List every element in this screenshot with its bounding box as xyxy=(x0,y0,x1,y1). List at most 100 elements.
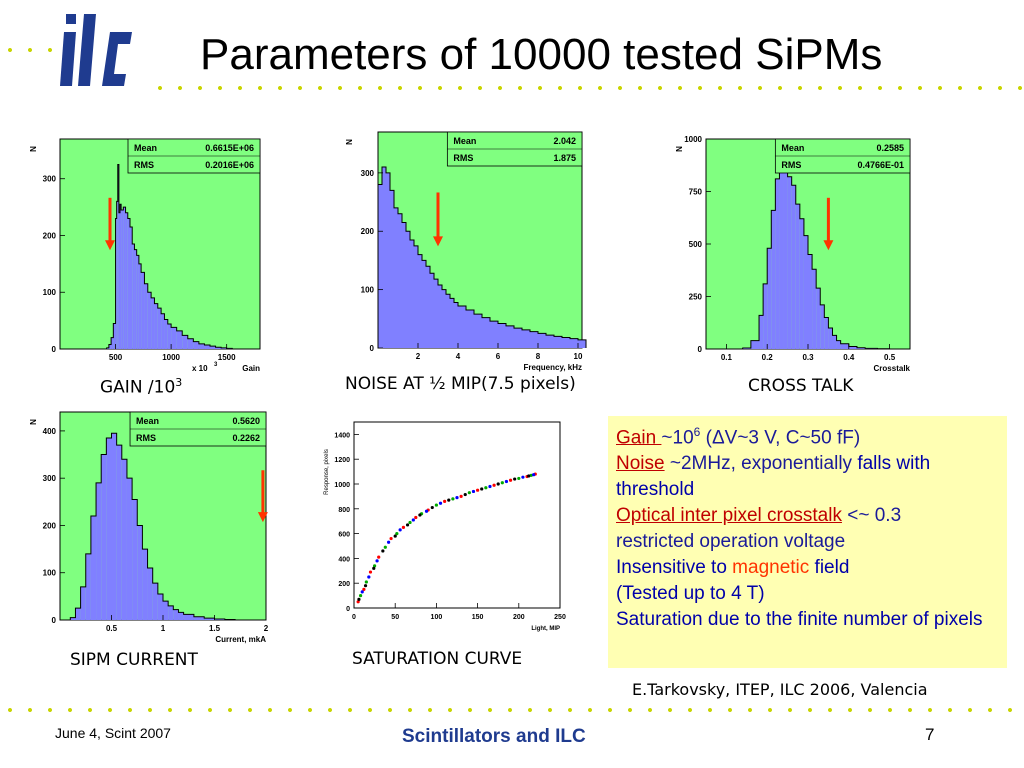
stats-value: 0.5620 xyxy=(232,416,260,426)
scatter-point xyxy=(408,520,412,525)
scatter-point xyxy=(381,549,385,553)
histogram-bin xyxy=(570,338,578,348)
histogram-bin xyxy=(116,201,118,349)
bottom-dots xyxy=(0,708,1024,712)
slide-title: Parameters of 10000 tested SiPMs xyxy=(200,30,883,79)
scatter-point xyxy=(430,505,434,510)
y-axis-label: N xyxy=(345,139,354,145)
histogram-bin xyxy=(108,344,112,349)
histogram-bin xyxy=(127,218,130,349)
histogram-bin xyxy=(438,284,442,348)
y-tick-label: 800 xyxy=(338,507,350,514)
y-tick-label: 600 xyxy=(338,532,350,539)
y-axis-label: N xyxy=(29,419,38,425)
histogram-bin xyxy=(161,313,165,349)
histogram-bin xyxy=(506,325,514,348)
top-dots-right xyxy=(150,86,1024,90)
histogram-outline xyxy=(742,163,891,350)
x-axis-label: Light, MIP xyxy=(531,626,560,632)
histogram-bin xyxy=(816,288,821,349)
histogram-bin xyxy=(514,328,522,348)
y-tick-label: 300 xyxy=(43,474,57,483)
scatter-point xyxy=(387,540,391,544)
x-tick-label: 8 xyxy=(536,352,541,361)
saturation-line: Saturation due to the finite number of p… xyxy=(616,609,983,631)
scatter-point xyxy=(438,501,443,505)
x-tick-label: 250 xyxy=(554,614,566,621)
y-tick-label: 200 xyxy=(43,521,57,530)
y-tick-label: 200 xyxy=(361,227,375,236)
histogram-bin xyxy=(80,586,86,620)
histogram-bin xyxy=(111,337,114,349)
histogram-bin xyxy=(808,254,813,349)
y-tick-label: 0 xyxy=(370,344,375,353)
scatter-point xyxy=(368,570,373,574)
histogram-bin xyxy=(106,438,112,620)
histogram-bin xyxy=(173,609,179,620)
stats-label: RMS xyxy=(781,160,801,170)
histogram-bin xyxy=(840,343,849,349)
histogram-bin xyxy=(176,330,183,349)
scatter-point xyxy=(521,475,525,479)
histogram-bin xyxy=(132,244,135,349)
histogram-bin xyxy=(151,297,155,349)
histogram-bin xyxy=(828,328,833,349)
histogram-bin xyxy=(454,302,458,348)
scatter-point xyxy=(455,496,459,500)
histogram-bin xyxy=(750,340,760,349)
tested-line: (Tested up to 4 T) xyxy=(616,583,765,605)
scatter-point xyxy=(451,497,455,501)
histogram-bin xyxy=(482,317,490,348)
x-tick-label: 1000 xyxy=(162,353,180,362)
stats-value: 1.875 xyxy=(553,153,576,163)
histogram-bin xyxy=(779,164,784,349)
histogram-bin xyxy=(198,343,205,349)
summary-text-box: Gain ~106 (ΔV~3 V, C~50 fF) Noise ~2MHz,… xyxy=(608,416,1007,668)
histogram-bin xyxy=(406,231,410,348)
x-tick-label: 2 xyxy=(416,352,421,361)
top-dots-left xyxy=(0,48,60,52)
scatter-point xyxy=(367,575,371,579)
histogram-bin xyxy=(742,347,751,349)
scatter-point xyxy=(360,590,364,594)
scatter-point xyxy=(414,515,418,520)
arrow-head xyxy=(257,512,268,523)
histogram-bin xyxy=(130,226,133,349)
scatter-point xyxy=(424,509,429,513)
histogram-bin xyxy=(771,210,776,349)
histogram-bin xyxy=(157,594,163,620)
histogram-bin xyxy=(458,305,466,348)
crosstalk-histogram: Mean 0.2585 RMS 0.4766E-01 0.1 0.2 0.3 0.4 0.5 0 2… xyxy=(672,133,922,373)
histogram-outline xyxy=(106,164,233,349)
gain-caption: GAIN /103 xyxy=(100,376,183,398)
histogram-bin xyxy=(763,283,768,349)
insensitive-line: Insensitive to magnetic field xyxy=(616,557,850,579)
scatter-point xyxy=(443,499,447,503)
y-tick-label: 0 xyxy=(52,345,57,354)
scatter-point xyxy=(383,545,387,549)
histogram-bin xyxy=(787,176,792,349)
scatter-point xyxy=(418,513,422,517)
histogram-bin xyxy=(164,319,168,349)
x-axis-label: Current, mkA xyxy=(215,635,266,644)
histogram-bin xyxy=(147,568,153,620)
scatter-point xyxy=(357,597,361,601)
histogram-bin xyxy=(820,304,825,349)
histogram-bin xyxy=(75,608,81,620)
histogram-bin xyxy=(386,172,390,348)
y-tick-label: 1400 xyxy=(334,432,350,439)
x-tick-label: 0.2 xyxy=(762,353,774,362)
histogram-bin xyxy=(136,255,139,349)
arrow-head xyxy=(105,240,115,251)
histogram-bin xyxy=(116,445,122,620)
scatter-point xyxy=(471,489,476,494)
noise-line: Noise ~2MHz, exponentially falls with th… xyxy=(616,453,931,501)
stats-label: Mean xyxy=(134,143,157,153)
y-tick-label: 1200 xyxy=(334,457,350,464)
histogram-bin xyxy=(144,283,148,349)
noise-caption: NOISE AT ½ MIP(7.5 pixels) xyxy=(345,374,576,394)
x-tick-label: 200 xyxy=(513,614,525,621)
x-tick-label: 0.5 xyxy=(106,624,118,633)
histogram-bin xyxy=(418,254,422,348)
histogram-bin xyxy=(578,339,586,348)
